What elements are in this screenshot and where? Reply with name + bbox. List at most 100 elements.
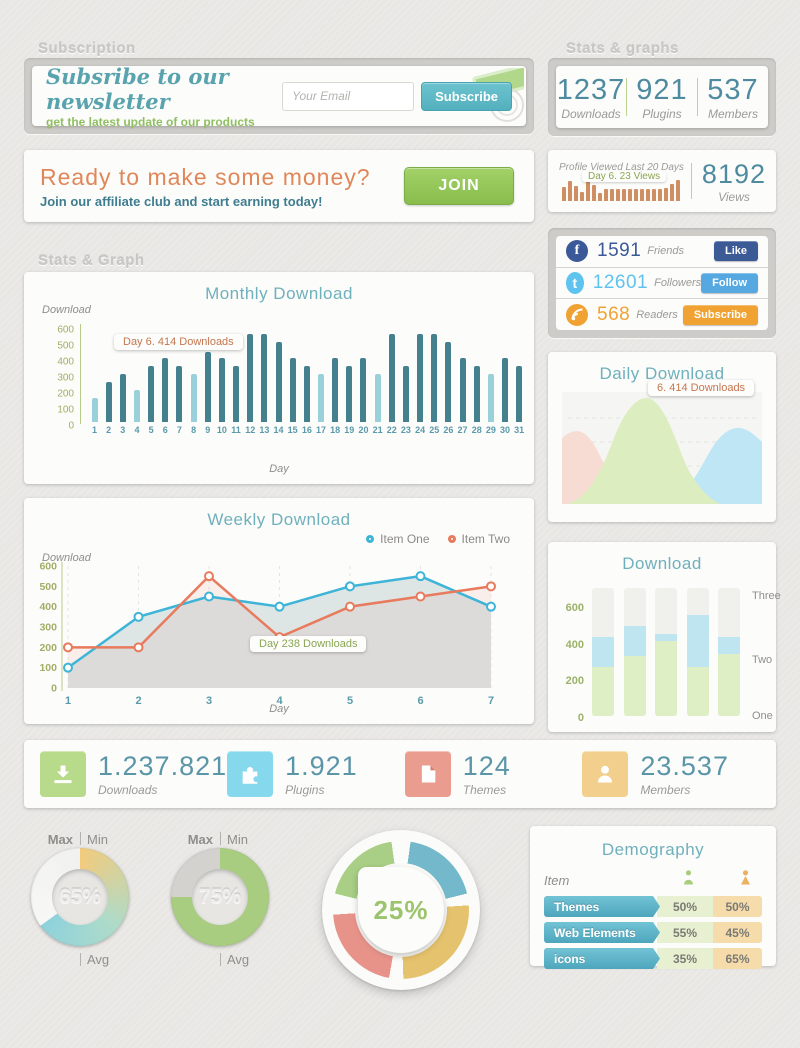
cell-female: 65% xyxy=(713,948,762,969)
bar-day-27 xyxy=(459,358,466,422)
spark-bar-16 xyxy=(652,188,657,201)
donut-65: 65% xyxy=(31,848,129,946)
svg-text:4: 4 xyxy=(276,695,283,707)
bar-column: 7 xyxy=(173,326,186,435)
like-button[interactable]: Like xyxy=(713,241,758,262)
chart-title: Weekly Download xyxy=(207,510,351,529)
spark-bar-3 xyxy=(574,185,579,201)
bar-day-14 xyxy=(275,342,282,422)
bar-column: 2 xyxy=(102,326,115,435)
bar-column: 1 xyxy=(88,326,101,435)
female-person-icon xyxy=(716,870,762,890)
subscribe-button[interactable]: Subscribe xyxy=(421,81,512,111)
chart-legend: Item One Item Two xyxy=(366,532,510,546)
segment-one xyxy=(655,641,677,716)
bar-day-17 xyxy=(318,374,324,422)
spark-bar-8 xyxy=(604,188,609,201)
monthly-plot: 0 100 200 300 400 500 600 1 2 3 4 5 6 7 8 9 10 11 12 13 14 15… xyxy=(40,324,526,444)
item-column-label: Item xyxy=(544,872,570,888)
bar-column: 4 xyxy=(130,326,143,435)
x-tick-label: 4 xyxy=(134,425,140,435)
readers-label: Readers xyxy=(636,308,678,321)
bar-column: 23 xyxy=(399,326,412,435)
segment-one xyxy=(686,666,709,716)
subscribe-rss-button[interactable]: Subscribe xyxy=(682,304,758,325)
x-tick-label: 27 xyxy=(457,425,468,435)
gauge-percent: 25% xyxy=(373,894,429,925)
weekly-svg: 0 100 200 300 400 500 600 1 2 3 4 5 6 7 xyxy=(39,561,496,707)
bar-column: 21 xyxy=(371,326,384,435)
right-label: Three xyxy=(752,590,781,602)
right-label: One xyxy=(752,710,773,722)
legend-item-one: Item One xyxy=(366,532,430,546)
donut-25-bubble: 25% xyxy=(358,867,444,953)
bar-day-2 xyxy=(105,382,112,422)
spark-bar-17 xyxy=(658,188,663,201)
affiliate-title: Ready to make some money? xyxy=(40,163,371,190)
x-tick-label: 14 xyxy=(273,425,284,435)
bar-column: 30 xyxy=(499,326,512,435)
twitter-icon: t xyxy=(566,272,584,294)
y-axis-label: Download xyxy=(42,552,91,564)
right-label: Two xyxy=(752,654,773,666)
followers-count: 12601 xyxy=(592,272,649,293)
stacked-download-chart: Download 0 200 400 600 Three Two One xyxy=(548,542,781,732)
bar-day-21 xyxy=(374,374,381,422)
x-tick-label: 29 xyxy=(485,425,496,435)
bar-day-13 xyxy=(261,334,268,422)
segment-two xyxy=(623,626,646,656)
spark-bar-18 xyxy=(664,187,669,201)
stacked-column-2 xyxy=(623,588,646,716)
cell-male: 50% xyxy=(657,896,713,917)
segment-two xyxy=(686,615,709,667)
sparkline-tooltip: Day 6. 23 Views xyxy=(582,170,667,182)
stat-label: Plugins xyxy=(285,783,325,797)
monthly-download-chart: Monthly Download Download 0 100 200 300 400 5… xyxy=(24,272,534,484)
stat-total-downloads: 1.237.821 Downloads xyxy=(40,751,227,797)
bar-column: 3 xyxy=(116,326,129,435)
x-tick-label: 26 xyxy=(443,425,454,435)
bar-column: 29 xyxy=(484,326,497,435)
stat-total-themes: 124 Themes xyxy=(404,751,583,797)
facebook-icon: f xyxy=(566,240,588,263)
x-axis-label: Day xyxy=(269,463,289,475)
x-tick-label: 11 xyxy=(231,425,241,435)
y-tick-label: 0 xyxy=(68,420,74,432)
spark-bar-14 xyxy=(640,188,645,201)
bar-column: 15 xyxy=(286,326,299,435)
join-button[interactable]: JOIN xyxy=(404,167,514,205)
bar-column: 26 xyxy=(442,326,455,435)
bar-day-22 xyxy=(388,334,395,422)
x-tick-label: 17 xyxy=(315,425,326,435)
stat-value: 23.537 xyxy=(640,751,729,781)
bar-day-28 xyxy=(473,366,480,422)
gauge-max-label: Max xyxy=(47,832,73,847)
email-input[interactable] xyxy=(282,81,415,111)
bar-column: 17 xyxy=(315,326,328,435)
bar-column: 12 xyxy=(244,326,257,435)
columns-container xyxy=(592,588,740,716)
person-icon xyxy=(582,751,629,797)
bar-column: 16 xyxy=(300,326,313,435)
bar-day-15 xyxy=(289,358,296,422)
y-tick-label: 400 xyxy=(57,356,74,368)
segment-one xyxy=(718,653,740,716)
stat-label: Plugins xyxy=(642,106,682,121)
divider xyxy=(626,78,627,116)
tick-mark xyxy=(220,953,221,966)
chart-title: Download xyxy=(622,554,702,573)
x-tick-label: 16 xyxy=(301,425,312,435)
divider xyxy=(697,78,698,116)
y-tick-label: 600 xyxy=(57,324,74,336)
bar-day-3 xyxy=(119,374,126,422)
follow-button[interactable]: Follow xyxy=(701,273,758,293)
bar-day-24 xyxy=(417,334,424,422)
x-tick-label: 5 xyxy=(148,425,154,435)
stat-value: 921 xyxy=(636,73,688,106)
bar-day-8 xyxy=(190,374,197,422)
gauge-avg-label: Avg xyxy=(227,952,250,967)
chart-title: Demography xyxy=(601,840,705,859)
twitter-row: t 12601 Followers Follow xyxy=(556,266,768,299)
x-tick-label: 22 xyxy=(386,425,397,435)
legend-marker xyxy=(366,535,375,543)
